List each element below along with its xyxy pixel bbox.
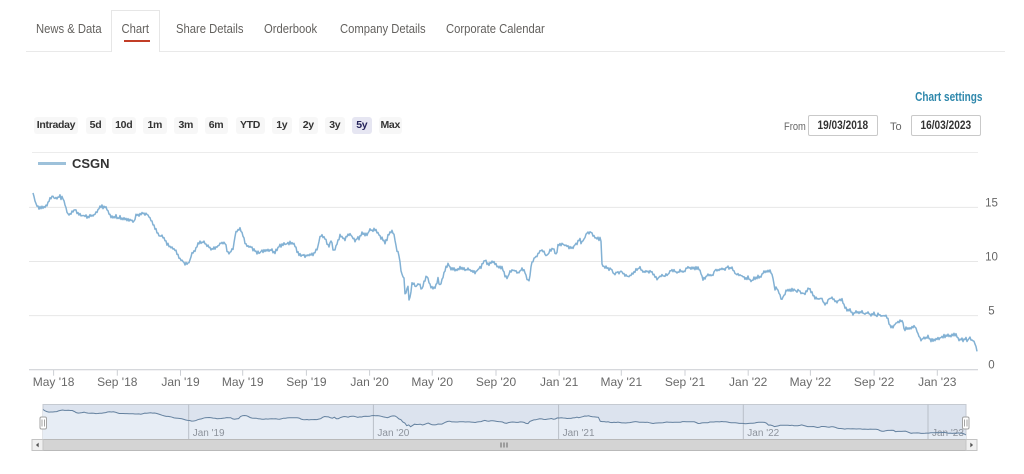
svg-text:Jan '22: Jan '22 — [747, 428, 779, 439]
svg-text:Sep '19: Sep '19 — [286, 375, 327, 389]
svg-text:Jan '20: Jan '20 — [377, 428, 409, 439]
svg-text:Sep '22: Sep '22 — [854, 375, 895, 389]
svg-text:Sep '20: Sep '20 — [476, 375, 517, 389]
svg-text:15: 15 — [985, 197, 998, 209]
svg-text:0: 0 — [988, 360, 994, 372]
svg-text:Jan '19: Jan '19 — [161, 375, 200, 389]
svg-text:Jan '19: Jan '19 — [193, 428, 225, 439]
svg-text:10: 10 — [985, 251, 998, 263]
svg-text:May '22: May '22 — [790, 375, 832, 389]
svg-text:Jan '22: Jan '22 — [729, 375, 768, 389]
svg-text:May '20: May '20 — [411, 375, 453, 389]
svg-text:Jan '21: Jan '21 — [563, 428, 595, 439]
svg-text:Jan '21: Jan '21 — [540, 375, 579, 389]
svg-text:Sep '18: Sep '18 — [97, 375, 138, 389]
svg-text:May '19: May '19 — [222, 375, 264, 389]
svg-text:5: 5 — [988, 306, 994, 318]
svg-text:Sep '21: Sep '21 — [665, 375, 706, 389]
svg-text:Jan '23: Jan '23 — [918, 375, 957, 389]
svg-text:May '21: May '21 — [600, 375, 642, 389]
svg-text:Jan '20: Jan '20 — [350, 375, 389, 389]
svg-text:May '18: May '18 — [33, 375, 75, 389]
